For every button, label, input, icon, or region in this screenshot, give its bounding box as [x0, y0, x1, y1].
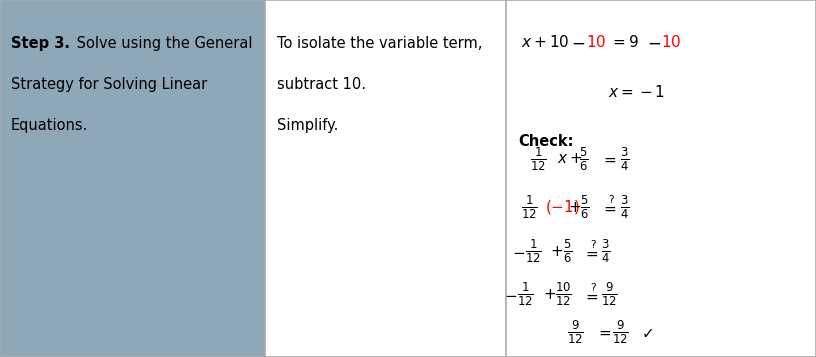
Text: Strategy for Solving Linear: Strategy for Solving Linear	[11, 77, 207, 92]
Text: To isolate the variable term,: To isolate the variable term,	[277, 36, 483, 51]
Text: $(-1)$: $(-1)$	[545, 198, 580, 216]
Text: $\frac{3}{4}$: $\frac{3}{4}$	[620, 193, 630, 221]
Text: $\frac{5}{6}$: $\frac{5}{6}$	[579, 145, 589, 172]
Text: $-$: $-$	[571, 34, 585, 52]
Text: $\overset{?}{=}$: $\overset{?}{=}$	[601, 198, 618, 216]
Text: $\frac{10}{12}$: $\frac{10}{12}$	[555, 281, 572, 308]
FancyBboxPatch shape	[0, 0, 265, 357]
Text: $\frac{1}{12}$: $\frac{1}{12}$	[525, 238, 542, 265]
Text: $+$: $+$	[568, 200, 581, 215]
Text: $\checkmark$: $\checkmark$	[641, 325, 653, 340]
Text: $x +$: $x +$	[557, 151, 582, 166]
Text: $+$: $+$	[543, 287, 556, 302]
Text: $\frac{1}{12}$: $\frac{1}{12}$	[530, 145, 548, 172]
Text: $\frac{5}{6}$: $\frac{5}{6}$	[563, 238, 573, 265]
Text: $-$: $-$	[647, 34, 661, 52]
Text: $=$: $=$	[601, 151, 618, 166]
Text: $=$: $=$	[596, 325, 612, 340]
Text: $\frac{3}{4}$: $\frac{3}{4}$	[620, 145, 630, 172]
FancyBboxPatch shape	[265, 0, 506, 357]
Text: subtract 10.: subtract 10.	[277, 77, 366, 92]
Text: $\frac{5}{6}$: $\frac{5}{6}$	[580, 193, 590, 221]
Text: $\overset{?}{=}$: $\overset{?}{=}$	[583, 243, 600, 261]
Text: $10$: $10$	[661, 34, 681, 50]
Text: $-$: $-$	[512, 244, 526, 259]
Text: Step 3.: Step 3.	[11, 36, 69, 51]
Text: Simplify.: Simplify.	[277, 118, 339, 133]
Text: $\frac{1}{12}$: $\frac{1}{12}$	[517, 281, 534, 308]
Text: $\frac{3}{4}$: $\frac{3}{4}$	[601, 238, 611, 265]
Text: $-$: $-$	[504, 287, 517, 302]
Text: $= 9$: $= 9$	[610, 34, 640, 50]
Text: $10$: $10$	[586, 34, 606, 50]
Text: $\overset{?}{=}$: $\overset{?}{=}$	[583, 286, 600, 303]
Text: $x + 10$: $x + 10$	[521, 34, 569, 50]
Text: $\frac{9}{12}$: $\frac{9}{12}$	[612, 319, 629, 346]
Text: Solve using the General: Solve using the General	[72, 36, 252, 51]
Text: $\frac{1}{12}$: $\frac{1}{12}$	[521, 193, 538, 221]
Text: Equations.: Equations.	[11, 118, 88, 133]
Text: $\frac{9}{12}$: $\frac{9}{12}$	[567, 319, 584, 346]
Text: $x = -1$: $x = -1$	[608, 84, 665, 100]
Text: Check:: Check:	[518, 134, 574, 149]
Text: $\frac{9}{12}$: $\frac{9}{12}$	[601, 281, 619, 308]
Text: $+$: $+$	[550, 244, 563, 259]
FancyBboxPatch shape	[506, 0, 816, 357]
